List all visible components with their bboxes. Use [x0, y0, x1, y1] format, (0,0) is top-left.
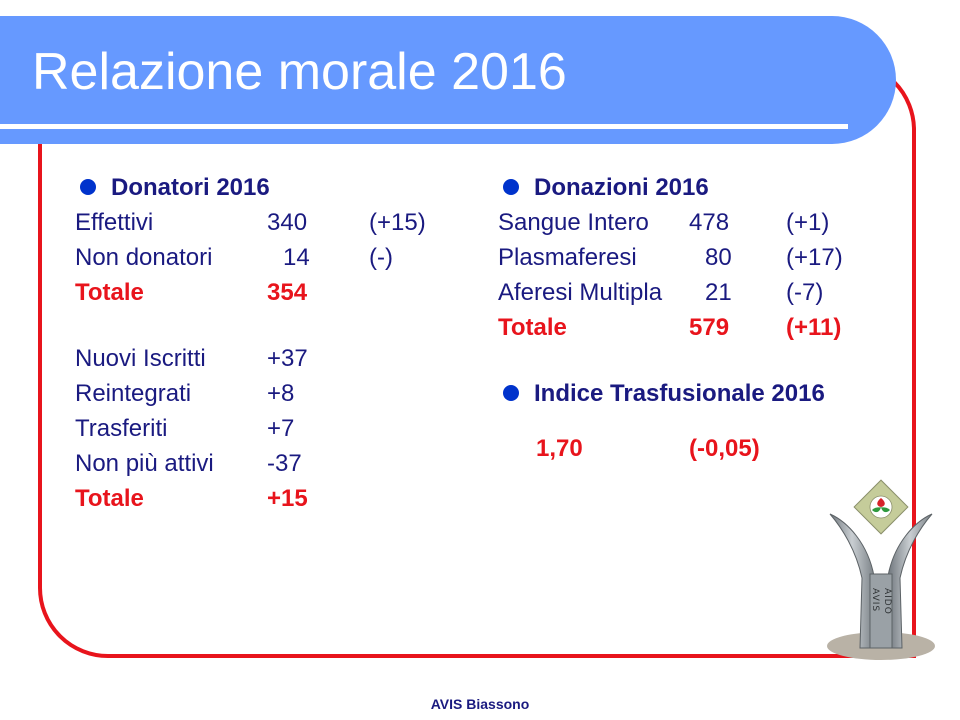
donatori-row: Effettivi 340 (+15): [75, 209, 426, 236]
donazioni-heading: Donazioni 2016: [498, 170, 918, 205]
logo-avis-text: AVIS: [870, 588, 880, 612]
slide-title: Relazione morale 2016: [32, 43, 567, 101]
spacer: [75, 310, 475, 341]
donatori-heading: Donatori 2016: [75, 170, 475, 205]
indice-value: 1,70: [536, 435, 583, 462]
movement-row: Reintegrati +8: [75, 380, 295, 407]
bullet-icon: [503, 179, 519, 195]
title-underline: [0, 124, 848, 129]
donatori-row: Non donatori 14 (-): [75, 244, 393, 271]
avis-aido-monument-logo: AVIS AIDO: [827, 479, 935, 660]
donazioni-row: Plasmaferesi 80 (+17): [498, 244, 843, 271]
donazioni-row: Sangue Intero 478 (+1): [498, 209, 830, 236]
donazioni-row: Aferesi Multipla 21 (-7): [498, 279, 824, 306]
indice-change: (-0,05): [689, 435, 760, 462]
spacer: [498, 345, 918, 376]
movement-row: Trasferiti +7: [75, 415, 295, 442]
movement-row: Non più attivi -37: [75, 450, 302, 477]
donatori-section: Donatori 2016 Effettivi 340 (+15) Non do…: [75, 170, 475, 516]
movement-row: Nuovi Iscritti +37: [75, 345, 308, 372]
movement-total-row: Totale +15: [75, 485, 308, 512]
donazioni-total-row: Totale 579 (+11): [498, 314, 842, 341]
spacer: [498, 411, 918, 431]
title-bar: [0, 16, 896, 144]
donatori-total-row: Totale 354: [75, 279, 308, 306]
bullet-icon: [503, 385, 519, 401]
logo-aido-text: AIDO: [882, 588, 892, 615]
indice-row: 1,70 (-0,05): [498, 431, 918, 466]
donazioni-section: Donazioni 2016 Sangue Intero 478 (+1) Pl…: [498, 170, 918, 466]
indice-heading: Indice Trasfusionale 2016: [498, 376, 918, 411]
footer-organization: AVIS Biassono: [430, 696, 530, 712]
bullet-icon: [80, 179, 96, 195]
